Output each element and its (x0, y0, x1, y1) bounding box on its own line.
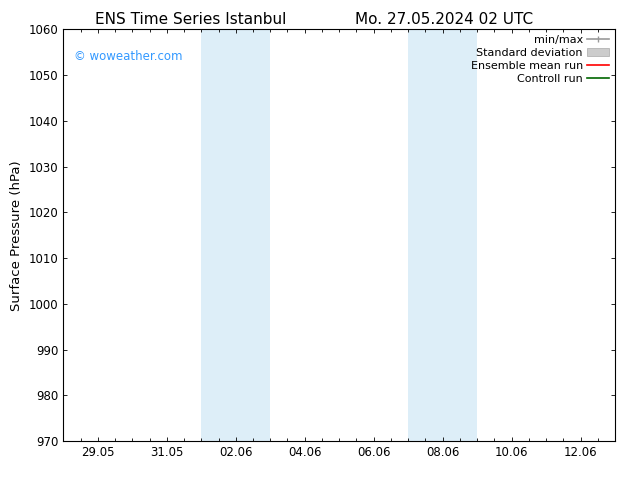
Legend: min/max, Standard deviation, Ensemble mean run, Controll run: min/max, Standard deviation, Ensemble me… (470, 35, 609, 84)
Bar (408, 29, 477, 441)
Text: Mo. 27.05.2024 02 UTC: Mo. 27.05.2024 02 UTC (355, 12, 533, 27)
Text: © woweather.com: © woweather.com (74, 50, 183, 63)
Y-axis label: Surface Pressure (hPa): Surface Pressure (hPa) (10, 160, 23, 311)
Bar (202, 29, 270, 441)
Text: ENS Time Series Istanbul: ENS Time Series Istanbul (94, 12, 286, 27)
